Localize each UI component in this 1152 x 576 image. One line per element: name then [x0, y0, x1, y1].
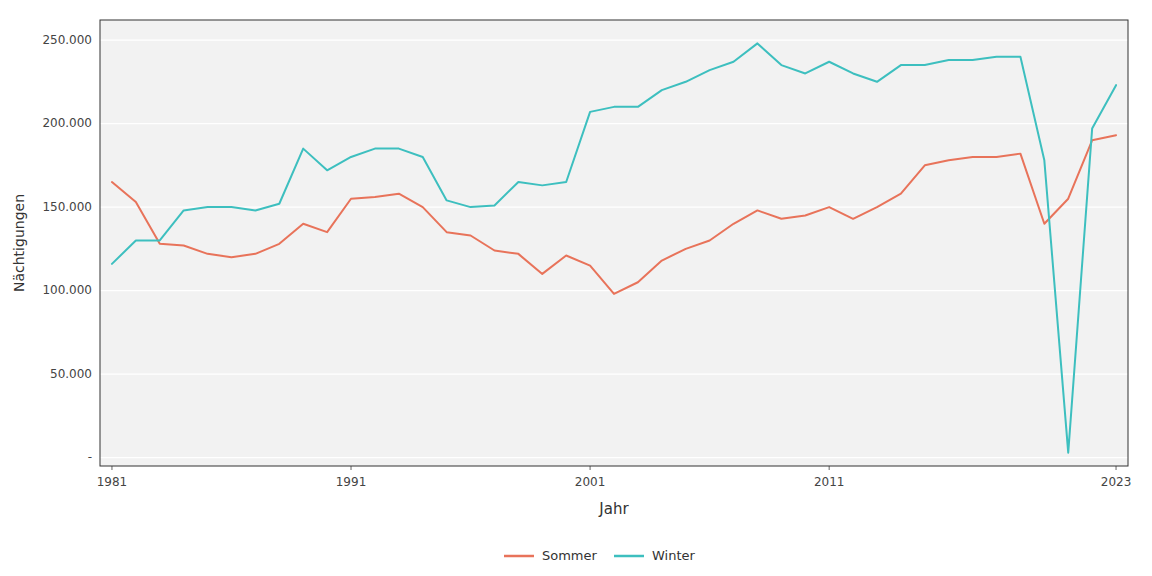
x-tick-label: 1981 [97, 475, 128, 489]
x-tick [1116, 466, 1117, 470]
x-tick-label: 2011 [814, 475, 845, 489]
x-tick [590, 466, 591, 470]
legend-label: Winter [652, 548, 696, 563]
y-tick-label: - [88, 450, 92, 464]
x-tick-labels: 1981 1991 2001 2011 2023 [97, 466, 1132, 489]
legend-swatch [614, 555, 644, 558]
plot-frame [100, 20, 1128, 466]
y-tick-label: 150.000 [42, 200, 92, 214]
x-axis-label: Jahr [598, 500, 629, 518]
grid-line [100, 123, 1128, 124]
y-tick-label: 100.000 [42, 283, 92, 297]
y-grid [100, 40, 1128, 458]
series-line [112, 135, 1116, 294]
grid-line [100, 290, 1128, 291]
x-tick [351, 466, 352, 470]
chart: -50.000100.000150.000200.000250.00019811… [0, 0, 1152, 576]
y-tick-label: 250.000 [42, 33, 92, 47]
x-tick-label: 2001 [575, 475, 606, 489]
legend: Sommer Winter [504, 548, 696, 563]
x-tick [829, 466, 830, 470]
x-tick-label: 2023 [1101, 475, 1132, 489]
grid-line [100, 206, 1128, 207]
grid-line [100, 374, 1128, 375]
grid-line [100, 39, 1128, 40]
y-tick-label: 50.000 [50, 367, 92, 381]
grid-line [100, 457, 1128, 458]
y-tick-labels: - 50.000 100.000 150.000 200.000 250.000 [42, 33, 92, 465]
y-tick-label: 200.000 [42, 116, 92, 130]
x-tick [111, 466, 112, 470]
y-axis-label: Nächtigungen [11, 194, 27, 292]
legend-label: Sommer [542, 548, 598, 563]
x-tick-label: 1991 [336, 475, 367, 489]
lines [112, 43, 1116, 452]
series-line [112, 43, 1116, 452]
legend-swatch [504, 555, 534, 558]
plot-area [100, 20, 1128, 466]
